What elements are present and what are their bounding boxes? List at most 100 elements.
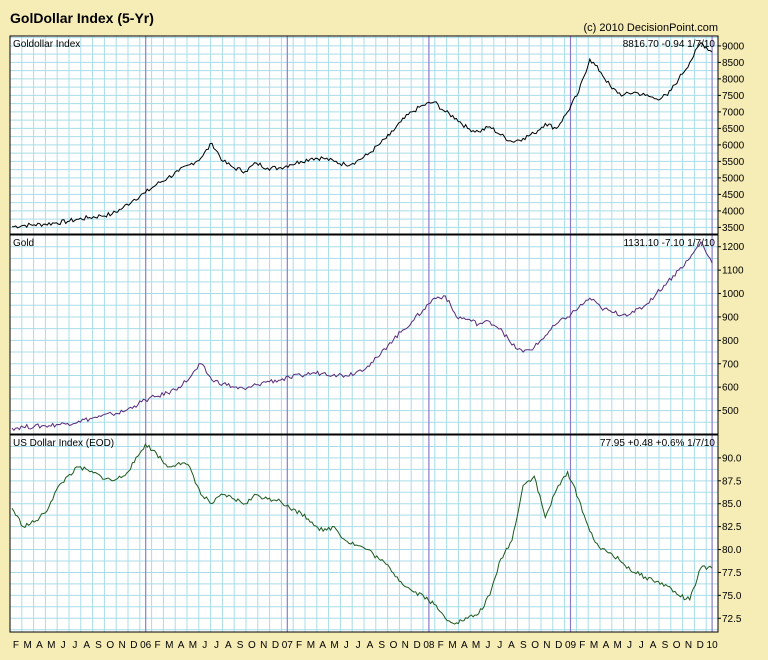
x-tick-label: 06: [140, 640, 152, 651]
x-tick-label: J: [61, 640, 66, 651]
x-tick-label: M: [165, 640, 173, 651]
x-tick-label: M: [614, 640, 622, 651]
panel-border: [9, 35, 719, 235]
y-tick-label: 800: [722, 336, 739, 347]
x-tick-label: 07: [282, 640, 294, 651]
y-tick-label: 80.0: [722, 545, 742, 556]
y-tick-label: 1000: [722, 289, 745, 300]
y-tick-label: 75.0: [722, 591, 742, 602]
x-tick-label: M: [189, 640, 197, 651]
goldollar-series-line: [11, 41, 713, 229]
y-tick-label: 3500: [722, 223, 745, 234]
x-tick-label: J: [344, 640, 349, 651]
x-tick-label: D: [272, 640, 279, 651]
gold-readout: 1131.10 -7.10 1/7/10: [623, 238, 715, 249]
x-tick-label: J: [214, 640, 219, 651]
x-tick-label: S: [520, 640, 527, 651]
y-tick-label: 90.0: [722, 453, 742, 464]
panel-goldollar: Goldollar Index 8816.70 -0.94 1/7/10 3500 4…: [9, 35, 745, 235]
x-tick-label: A: [225, 640, 232, 651]
x-tick-label: D: [555, 640, 562, 651]
y-tick-label: 600: [722, 383, 739, 394]
y-tick-label: 700: [722, 359, 739, 370]
x-tick-label: M: [448, 640, 456, 651]
x-axis: F M A M J J A S O N D 06 F M A M J J A S O N D 07 F M A M J J A S O N D 08 F…: [13, 640, 718, 651]
x-tick-label: S: [378, 640, 385, 651]
x-tick-label: F: [296, 640, 302, 651]
x-tick-label: D: [413, 640, 420, 651]
y-tick-label: 9000: [722, 41, 745, 52]
x-tick-label: A: [461, 640, 468, 651]
gold-series-line: [11, 241, 713, 432]
y-tick-label: 72.5: [722, 614, 742, 625]
x-tick-label: 08: [423, 640, 435, 651]
copyright-text: (c) 2010 DecisionPoint.com: [583, 22, 718, 34]
x-tick-label: A: [603, 640, 610, 651]
y-tick-label: 900: [722, 312, 739, 323]
x-tick-label: A: [650, 640, 657, 651]
dollar-readout: 77.95 +0.48 +0.6% 1/7/10: [600, 438, 716, 449]
x-tick-label: N: [685, 640, 692, 651]
x-tick-label: J: [202, 640, 207, 651]
x-tick-label: A: [319, 640, 326, 651]
x-tick-label: J: [627, 640, 632, 651]
y-tick-label: 6000: [722, 140, 745, 151]
y-tick-label: 8500: [722, 58, 745, 69]
x-tick-label: A: [36, 640, 43, 651]
chart-title: GolDollar Index (5-Yr): [10, 10, 154, 26]
x-tick-label: N: [402, 640, 409, 651]
x-tick-label: J: [356, 640, 361, 651]
panel-dollar: US Dollar Index (EOD) 77.95 +0.48 +0.6% 1…: [9, 434, 742, 633]
x-tick-label: S: [95, 640, 102, 651]
y-tick-label: 5000: [722, 173, 745, 184]
x-tick-label: M: [472, 640, 480, 651]
goldollar-readout: 8816.70 -0.94 1/7/10: [623, 39, 716, 50]
x-tick-label: J: [485, 640, 490, 651]
x-tick-label: D: [130, 640, 137, 651]
x-tick-label: N: [118, 640, 125, 651]
panel-border: [9, 434, 719, 633]
x-tick-label: O: [531, 640, 539, 651]
x-tick-label: A: [83, 640, 90, 651]
x-tick-label: M: [47, 640, 55, 651]
y-tick-label: 5500: [722, 157, 745, 168]
x-tick-label: A: [178, 640, 185, 651]
y-tick-label: 85.0: [722, 499, 742, 510]
y-tick-label: 87.5: [722, 476, 742, 487]
y-tick-label: 77.5: [722, 568, 742, 579]
x-tick-label: O: [673, 640, 681, 651]
y-tick-label: 4500: [722, 190, 745, 201]
y-tick-label: 8000: [722, 74, 745, 85]
y-tick-label: 6500: [722, 124, 745, 135]
goldollar-panel-label: Goldollar Index: [13, 39, 80, 50]
x-tick-label: F: [13, 640, 19, 651]
x-tick-label: M: [307, 640, 315, 651]
dollar-panel-label: US Dollar Index (EOD): [13, 438, 114, 449]
y-tick-label: 82.5: [722, 522, 742, 533]
panel-gold: Gold 1131.10 -7.10 1/7/10 500 600 700 800 900 1…: [9, 234, 745, 435]
x-tick-label: O: [106, 640, 114, 651]
x-tick-label: A: [508, 640, 515, 651]
x-tick-label: O: [248, 640, 256, 651]
x-tick-label: S: [662, 640, 669, 651]
x-tick-label: J: [639, 640, 644, 651]
x-tick-label: O: [390, 640, 398, 651]
x-tick-label: 09: [565, 640, 577, 651]
x-tick-label: F: [579, 640, 585, 651]
x-tick-label: J: [497, 640, 502, 651]
y-tick-label: 1100: [722, 266, 744, 277]
y-tick-label: 500: [722, 406, 739, 417]
x-tick-label: N: [543, 640, 550, 651]
panel-border: [9, 234, 719, 435]
x-tick-label: M: [24, 640, 32, 651]
x-tick-label: M: [330, 640, 338, 651]
y-tick-label: 1200: [722, 242, 745, 253]
x-tick-label: J: [72, 640, 77, 651]
y-tick-label: 7500: [722, 91, 745, 102]
gold-panel-label: Gold: [13, 238, 34, 249]
x-tick-label: F: [438, 640, 444, 651]
x-tick-label: N: [260, 640, 267, 651]
x-tick-label: F: [154, 640, 160, 651]
dollar-series-line: [11, 443, 713, 625]
